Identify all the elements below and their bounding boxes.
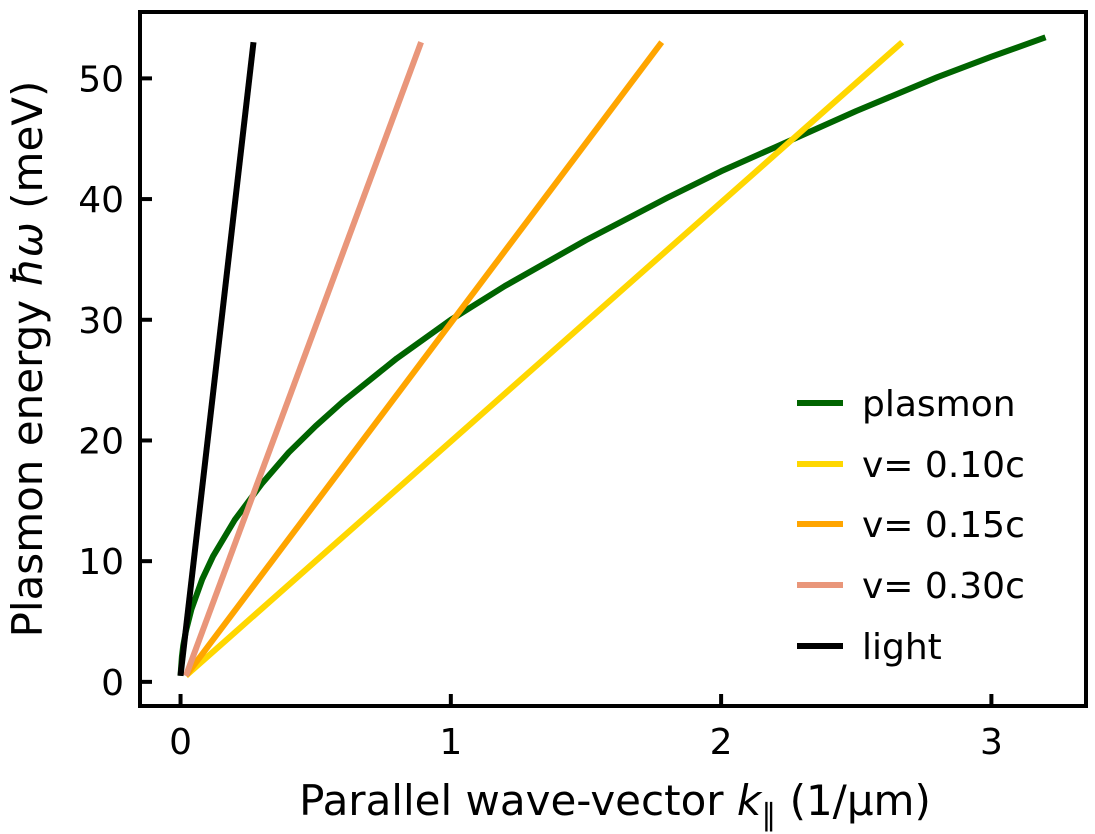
y-axis-title: Plasmon energy ħω (meV) xyxy=(3,81,52,638)
legend-label-light: light xyxy=(862,627,942,668)
legend-label-v-0-10c: v= 0.10c xyxy=(862,445,1025,486)
x-tick-label: 2 xyxy=(710,722,733,763)
y-tick-label: 0 xyxy=(101,663,124,704)
series-line-v-0-30c xyxy=(183,41,424,677)
x-axis-title-text: Parallel wave-vector xyxy=(299,776,737,825)
series-layer xyxy=(177,34,1047,679)
x-axis-title-unit: (1/μm) xyxy=(776,776,931,825)
y-axis-title-text: Plasmon energy xyxy=(3,287,52,638)
legend-label-v-0-15c: v= 0.15c xyxy=(862,505,1025,546)
y-tick-label: 50 xyxy=(78,59,124,100)
series-line-v-0-10c xyxy=(183,39,905,679)
x-axis-title: Parallel wave-vector k∥ (1/μm) xyxy=(299,776,931,833)
y-axis-title-symbol: ħω xyxy=(3,222,52,286)
plot-frame xyxy=(138,10,1088,708)
y-tick-label: 10 xyxy=(78,542,124,583)
series-line-v-0-15c xyxy=(183,40,665,678)
x-tick-label: 1 xyxy=(439,722,462,763)
legend-label-v-0-30c: v= 0.30c xyxy=(862,566,1025,607)
legend-label-plasmon: plasmon xyxy=(862,384,1016,425)
x-tick-label: 0 xyxy=(169,722,192,763)
x-axis-title-symbol: k xyxy=(737,776,763,825)
y-tick-label: 20 xyxy=(78,421,124,462)
x-axis-title-subscript: ∥ xyxy=(761,798,776,833)
y-tick-label: 30 xyxy=(78,301,124,342)
y-axis-title-unit: (meV) xyxy=(3,81,52,223)
series-line-light xyxy=(177,41,257,677)
y-tick-label: 40 xyxy=(78,180,124,221)
legend: plasmon v= 0.10c v= 0.15c v= 0.30c light xyxy=(797,384,1025,668)
x-tick-label: 3 xyxy=(980,722,1003,763)
